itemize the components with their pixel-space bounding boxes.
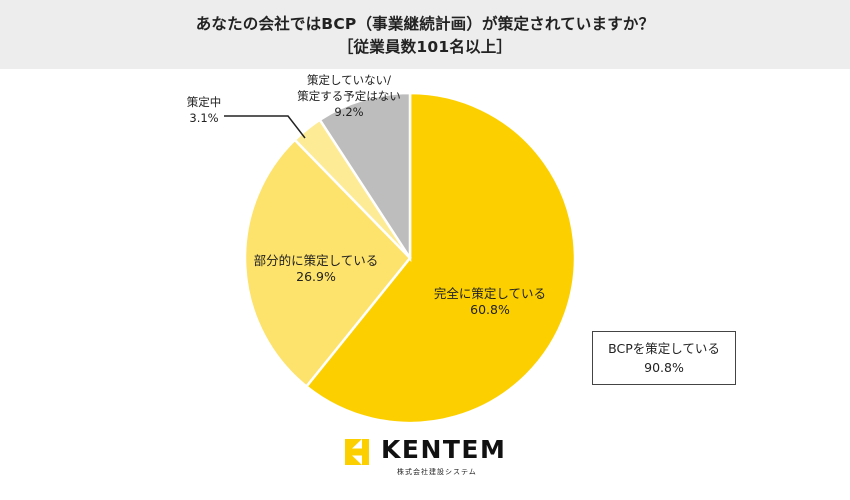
summary-box: BCPを策定している 90.8% — [592, 331, 736, 385]
slice-value-label: 9.2% — [334, 105, 363, 119]
kentem-mark-icon — [345, 439, 369, 465]
summary-label: BCPを策定している — [608, 341, 720, 356]
pie-slice — [243, 138, 412, 389]
slice-category-label: 策定する予定はない — [297, 89, 401, 103]
logo-wordmark: KENTEM — [381, 435, 507, 464]
chart-header: あなたの会社ではBCP（事業継続計画）が策定されていますか？ ［従業員数101名… — [0, 0, 850, 69]
slice-category-label: 策定中 — [187, 95, 222, 109]
leader-line — [224, 115, 306, 139]
slice-category-label: 部分的に策定している — [254, 253, 379, 268]
chart-title: あなたの会社ではBCP（事業継続計画）が策定されていますか？ — [195, 15, 655, 33]
pie-slice — [304, 91, 577, 425]
slice-value-label: 60.8% — [470, 302, 510, 317]
slice-value-label: 26.9% — [296, 269, 336, 284]
slice-category-label: 策定していない/ — [307, 73, 391, 87]
slice-category-label: 完全に策定している — [434, 286, 546, 301]
chart-subtitle: ［従業員数101名以上］ — [337, 38, 513, 56]
summary-value: 90.8% — [644, 360, 684, 375]
pie-slice — [318, 91, 412, 263]
slice-value-label: 3.1% — [189, 111, 218, 125]
kentem-logo: KENTEM 株式会社建設システム — [345, 435, 515, 485]
logo-company-name: 株式会社建設システム — [397, 468, 477, 476]
